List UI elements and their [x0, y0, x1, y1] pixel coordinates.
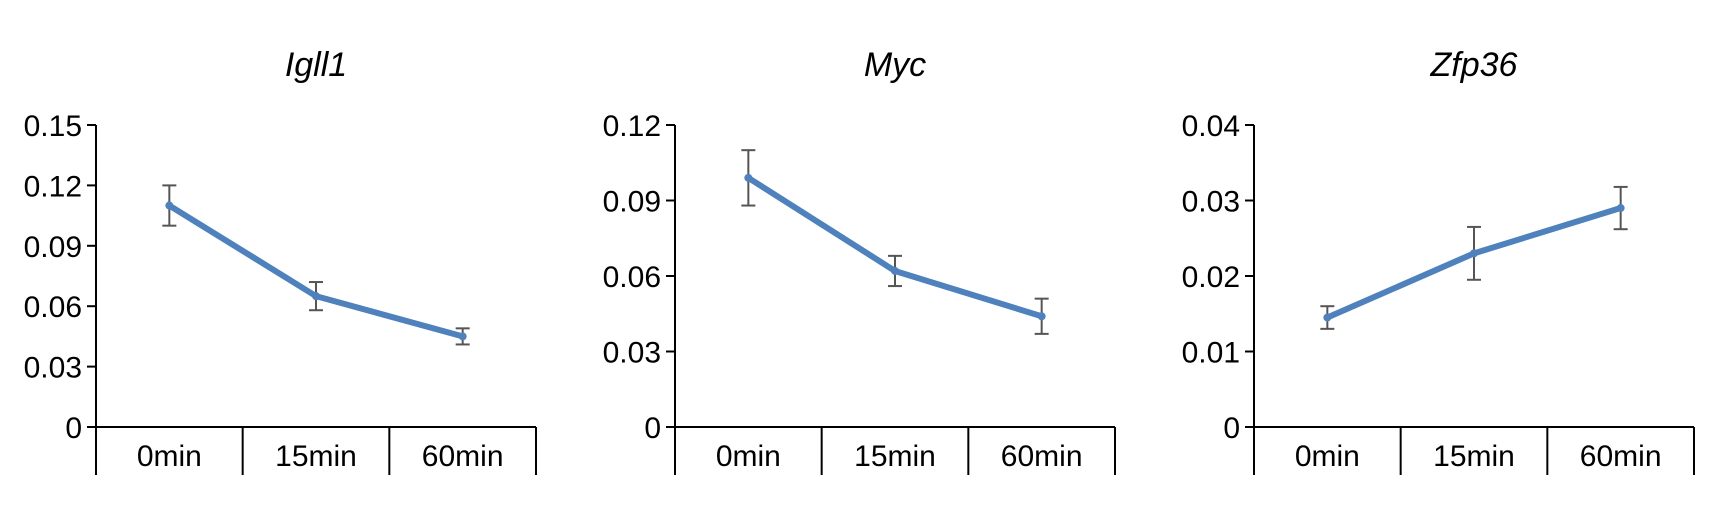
- y-tick-label: 0.09: [24, 231, 82, 264]
- y-tick-label: 0.06: [24, 291, 82, 324]
- x-category-label: 60min: [1580, 440, 1662, 473]
- y-tick-label: 0.03: [1182, 186, 1240, 219]
- series-line: [166, 202, 466, 340]
- x-category-label: 60min: [1001, 440, 1083, 473]
- chart-title: Myc: [864, 46, 926, 84]
- chart-panel-2: Myc 0 0.03 0.06 0.09 0.12 0min 15min 60min: [603, 46, 1116, 475]
- y-tick-label: 0: [1223, 412, 1240, 445]
- x-category-label: 15min: [854, 440, 936, 473]
- y-tick-label: 0.03: [24, 352, 82, 385]
- y-tick-label: 0.15: [24, 110, 82, 143]
- chart-panel-1: Igll1 0 0.03 0.06 0.09 0.12 0.15 0min 15min 60min: [24, 46, 537, 475]
- y-tick-label: 0.12: [603, 110, 661, 143]
- data-point: [1616, 204, 1625, 213]
- data-point: [165, 201, 174, 210]
- y-tick-label: 0: [65, 412, 82, 445]
- x-category-label: 15min: [275, 440, 357, 473]
- data-point: [1037, 312, 1046, 321]
- data-point: [312, 292, 320, 301]
- y-tick-label: 0.01: [1182, 337, 1240, 370]
- x-category-label: 0min: [716, 440, 781, 473]
- x-category-label: 0min: [1295, 440, 1360, 473]
- x-category-label: 60min: [422, 440, 504, 473]
- data-point: [891, 266, 899, 275]
- chart-panel-3: Zfp36 0 0.01 0.02 0.03 0.04 0min 15min 60min: [1182, 46, 1695, 475]
- x-category-label: 15min: [1433, 440, 1515, 473]
- y-tick-label: 0.09: [603, 186, 661, 219]
- series-line: [745, 174, 1045, 320]
- y-tick-label: 0.02: [1182, 261, 1240, 294]
- data-point: [1470, 249, 1478, 258]
- y-tick-label: 0.04: [1182, 110, 1240, 143]
- chart-title: Zfp36: [1430, 46, 1518, 84]
- y-tick-label: 0: [644, 412, 661, 445]
- data-point: [458, 332, 467, 341]
- y-tick-label: 0.03: [603, 337, 661, 370]
- x-category-label: 0min: [137, 440, 202, 473]
- y-tick-label: 0.12: [24, 170, 82, 203]
- data-point: [1323, 313, 1332, 322]
- chart-title: Igll1: [285, 46, 347, 84]
- data-point: [744, 173, 753, 182]
- y-tick-label: 0.06: [603, 261, 661, 294]
